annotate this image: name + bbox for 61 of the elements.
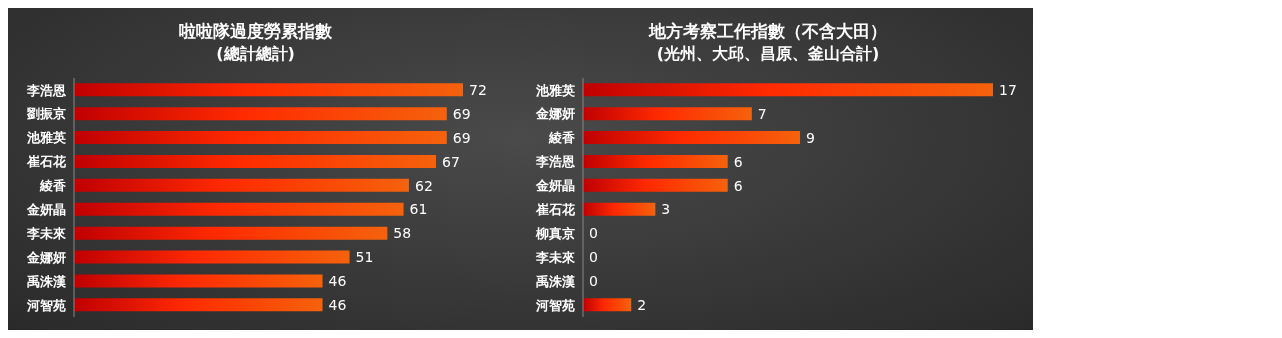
bar [74, 83, 463, 97]
y-tick-label: 禹洙漢 [536, 273, 576, 289]
bar [74, 226, 388, 240]
y-tick-label: 綾香 [39, 178, 67, 194]
bar [583, 107, 752, 121]
bar [74, 274, 323, 288]
bar [583, 83, 993, 97]
bar [74, 250, 350, 264]
chart-title: 啦啦隊過度勞累指數 [178, 20, 333, 43]
data-label: 6 [733, 153, 743, 170]
y-tick-label: 李未來 [535, 249, 576, 265]
data-label: 69 [452, 129, 471, 146]
data-label: 51 [355, 249, 374, 266]
y-tick-label: 金娜妍 [535, 106, 575, 122]
data-label: 7 [757, 105, 767, 122]
chart-subtitle: (總計總計) [215, 44, 296, 65]
chart-title: 地方考察工作指數（不含大田） [647, 20, 888, 43]
data-label: 58 [393, 225, 412, 242]
data-label: 6 [733, 177, 743, 194]
y-tick-label: 綾香 [548, 130, 576, 146]
data-label: 2 [637, 297, 647, 314]
data-label: 72 [469, 81, 487, 98]
y-tick-label: 河智苑 [26, 297, 66, 313]
data-label: 9 [806, 129, 815, 146]
bar [74, 107, 447, 121]
y-tick-label: 崔石花 [535, 202, 576, 218]
data-label: 62 [414, 177, 433, 194]
y-tick-label: 李浩恩 [535, 154, 576, 170]
data-label: 67 [441, 153, 460, 170]
bar [583, 154, 728, 168]
bar [74, 298, 323, 312]
data-label: 0 [589, 249, 598, 266]
data-label: 0 [589, 273, 598, 290]
y-tick-label: 河智苑 [535, 297, 575, 313]
data-label: 17 [999, 81, 1017, 98]
bar [74, 131, 447, 145]
data-label: 46 [328, 297, 347, 314]
y-tick-label: 禹洙漢 [27, 273, 67, 289]
y-tick-label: 金娜妍 [26, 249, 66, 265]
bar [74, 202, 404, 216]
y-tick-label: 李未來 [26, 225, 67, 241]
bar [74, 178, 409, 192]
bar [583, 178, 728, 192]
y-tick-label: 金妍晶 [535, 178, 575, 194]
y-tick-label: 劉振京 [26, 106, 66, 122]
bar [583, 202, 656, 216]
data-label: 69 [452, 105, 471, 122]
bar [74, 154, 436, 168]
bar [583, 131, 801, 145]
y-tick-label: 池雅英 [535, 82, 575, 98]
y-tick-label: 崔石花 [26, 154, 67, 170]
y-tick-label: 池雅英 [26, 130, 66, 146]
chart-subtitle: (光州、大邱、昌原、釜山合計) [655, 44, 881, 65]
data-label: 3 [661, 201, 671, 218]
data-label: 0 [589, 225, 598, 242]
data-label: 46 [328, 273, 347, 290]
data-label: 61 [409, 201, 428, 218]
y-tick-label: 李浩恩 [26, 82, 67, 98]
y-tick-label: 金妍晶 [26, 202, 66, 218]
y-tick-label: 柳真京 [535, 225, 575, 241]
bar [583, 298, 632, 312]
